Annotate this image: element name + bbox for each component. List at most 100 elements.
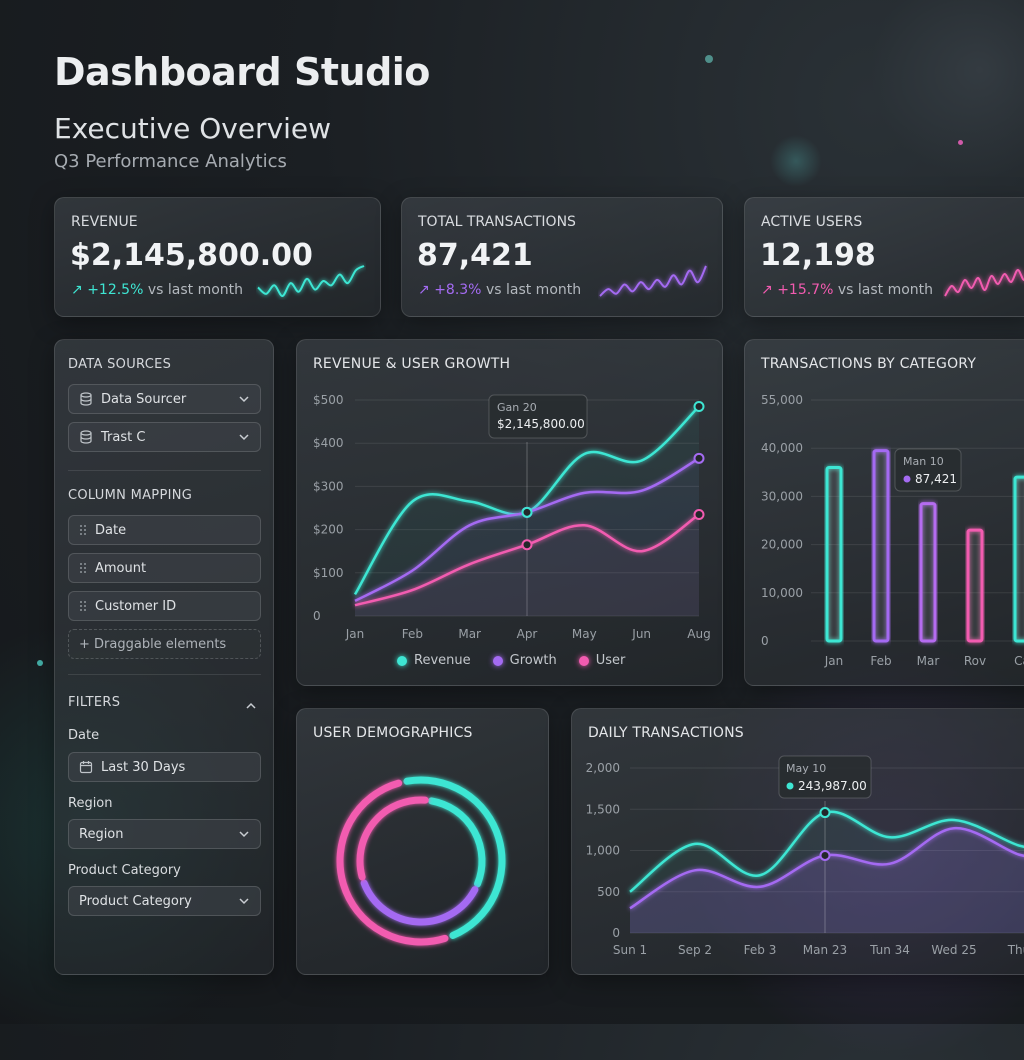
database-icon [79, 392, 93, 406]
y-tick-label: 1,000 [586, 844, 620, 858]
filter-label-region: Region [68, 796, 113, 811]
x-tick-label: Man 23 [803, 943, 847, 957]
y-tick-label: 0 [612, 926, 620, 940]
y-tick-label: 40,000 [761, 441, 803, 455]
daily-transactions-chart: 0 500 1,000 1,500 2,000 Sun 1 Sep 2 Feb 3 Man 23… [586, 755, 1024, 957]
kpi-card-revenue[interactable]: REVENUE $2,145,800.00 ↗ +12.5% vs last m… [54, 197, 381, 317]
daily-transactions-card: DAILY TRANSACTIONS 0 500 1,000 1,500 2,000 Su… [571, 708, 1024, 975]
data-sources-heading: DATA SOURCES [68, 357, 172, 372]
kpi-sparkline [599, 265, 707, 297]
kpi-change-suffix: vs last month [837, 282, 934, 298]
sparkline-path [257, 265, 365, 297]
kpi-sparkline [257, 265, 365, 297]
kpi-change: ↗ +12.5% vs last month [71, 282, 243, 298]
bar [966, 528, 984, 643]
y-tick-label: $400 [313, 436, 344, 450]
legend-dot [578, 655, 589, 666]
x-tick-label: May [572, 627, 597, 641]
sparkline-path [944, 269, 1024, 297]
app-title: Dashboard Studio [54, 50, 430, 94]
drag-handle-icon [79, 562, 87, 574]
series-area [630, 828, 1024, 933]
chart-title: USER DEMOGRAPHICS [313, 725, 473, 741]
trend-up-icon: ↗ [71, 282, 83, 298]
chart-tooltip: Man 10 87,421 [894, 448, 962, 492]
x-tick-label: Jun [631, 627, 651, 641]
legend-label: Revenue [414, 653, 471, 668]
x-tick-label: Feb [402, 627, 423, 641]
legend-dot [492, 655, 503, 666]
bar [1013, 475, 1024, 643]
page-title: Executive Overview [54, 112, 332, 145]
data-point [693, 508, 705, 520]
filter-label-product-category: Product Category [68, 863, 181, 878]
add-element-label: + Draggable elements [79, 636, 227, 652]
donut-segment [336, 779, 449, 946]
legend-item[interactable]: Growth [492, 653, 557, 668]
column-chip-customer-id[interactable]: Customer ID [68, 591, 261, 621]
chart-title: DAILY TRANSACTIONS [588, 725, 744, 741]
legend-item[interactable]: User [578, 653, 625, 668]
bar [919, 502, 937, 643]
x-tick-label: Wed 25 [931, 943, 976, 957]
donut-segment [356, 796, 429, 881]
y-tick-label: 1,500 [586, 802, 620, 816]
region-filter-select[interactable]: Region [68, 819, 261, 849]
kpi-change: ↗ +15.7% vs last month [761, 282, 933, 298]
data-source-label: Data Sourcer [101, 391, 187, 407]
y-tick-label: 55,000 [761, 393, 803, 407]
y-tick-label: 10,000 [761, 586, 803, 600]
kpi-card-active-users[interactable]: ACTIVE USERS 12,198 ↗ +15.7% vs last mon… [744, 197, 1024, 317]
transactions-by-category-card: TRANSACTIONS BY CATEGORY 0 10,000 20,000 30… [744, 339, 1024, 686]
x-tick-label: Mar [458, 627, 481, 641]
add-draggable-element-zone[interactable]: + Draggable elements [68, 629, 261, 659]
column-chip-label: Amount [95, 560, 147, 576]
chevron-down-icon [238, 895, 250, 911]
column-chip-date[interactable]: Date [68, 515, 261, 545]
drag-handle-icon [79, 600, 87, 612]
column-chip-amount[interactable]: Amount [68, 553, 261, 583]
y-tick-label: 30,000 [761, 489, 803, 503]
donut-segment [403, 776, 506, 939]
chart-title: TRANSACTIONS BY CATEGORY [761, 356, 977, 372]
divider [68, 674, 261, 675]
data-point [521, 506, 533, 518]
user-demographics-donut [336, 776, 506, 946]
y-tick-label: 0 [761, 634, 769, 648]
kpi-card-transactions[interactable]: TOTAL TRANSACTIONS 87,421 ↗ +8.3% vs las… [401, 197, 723, 317]
chevron-down-icon [238, 828, 250, 844]
data-source-select[interactable]: Data Sourcer [68, 384, 261, 414]
column-mapping-heading: COLUMN MAPPING [68, 488, 193, 503]
tooltip-dot [903, 475, 911, 483]
x-tick-label: Apr [517, 627, 538, 641]
x-tick-label: Jan [345, 627, 365, 641]
x-tick-label: Thu [1007, 943, 1024, 957]
product-category-filter-select[interactable]: Product Category [68, 886, 261, 916]
data-point [819, 849, 831, 861]
column-chip-label: Customer ID [95, 598, 177, 614]
data-point [521, 539, 533, 551]
x-tick-label: Tun 34 [869, 943, 910, 957]
trend-up-icon: ↗ [761, 282, 773, 298]
bar [872, 449, 890, 643]
transactions-category-chart: 0 10,000 20,000 30,000 40,000 55,000 Jan Feb Mar… [761, 393, 1024, 668]
date-filter-value: Last 30 Days [101, 759, 186, 775]
kpi-change-percent: +15.7% [777, 282, 834, 298]
kpi-change-suffix: vs last month [147, 282, 244, 298]
kpi-label: REVENUE [71, 214, 138, 230]
chart-title: REVENUE & USER GROWTH [313, 356, 511, 372]
legend-item[interactable]: Revenue [397, 653, 471, 668]
date-filter-select[interactable]: Last 30 Days [68, 752, 261, 782]
kpi-change-percent: +12.5% [87, 282, 144, 298]
tooltip-date: Gan 20 [497, 401, 537, 414]
region-filter-value: Region [79, 826, 124, 842]
divider [68, 470, 261, 471]
data-point [693, 400, 705, 412]
kpi-label: ACTIVE USERS [761, 214, 863, 230]
revenue-growth-chart: 0 $100 $200 $300 $400 $500 Jan Feb Mar Apr May Jun A… [313, 393, 711, 641]
kpi-sparkline [944, 269, 1024, 297]
kpi-change-suffix: vs last month [485, 282, 582, 298]
chevron-up-icon[interactable] [245, 697, 257, 716]
data-source-select[interactable]: Trast C [68, 422, 261, 452]
y-tick-label: 0 [313, 609, 321, 623]
